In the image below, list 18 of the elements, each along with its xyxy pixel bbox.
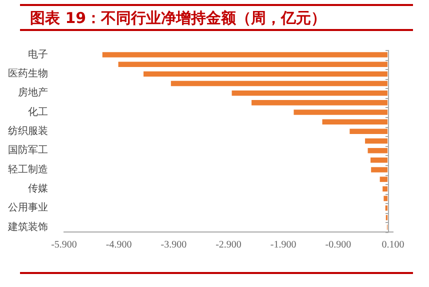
y-tick-label: 纺织服装 xyxy=(8,125,48,138)
y-tick-label: 建筑装饰 xyxy=(7,220,48,233)
y-tick-label: 传媒 xyxy=(28,183,48,194)
y-tick-label: 化工 xyxy=(28,106,48,118)
y-tick-label: 国防军工 xyxy=(8,144,48,156)
x-tick-label: -4.900 xyxy=(106,240,132,251)
x-tick-label: 0.100 xyxy=(382,240,404,251)
y-tick-label: 房地产 xyxy=(18,86,48,99)
x-tick-label: -0.900 xyxy=(325,240,352,251)
x-tick-label: -5.900 xyxy=(51,240,77,251)
y-tick-label: 轻工制造 xyxy=(8,163,48,176)
x-tick-label: -2.900 xyxy=(216,240,242,251)
y-tick-label: 医药生物 xyxy=(8,68,48,80)
x-tick-label: -1.900 xyxy=(270,240,296,251)
y-tick-label: 公用事业 xyxy=(8,202,48,214)
chart-title: 图表 19：不同行业净增持金额（周，亿元） xyxy=(30,9,326,28)
x-tick-label: -3.900 xyxy=(160,240,187,251)
y-tick-label: 电子 xyxy=(28,48,48,60)
